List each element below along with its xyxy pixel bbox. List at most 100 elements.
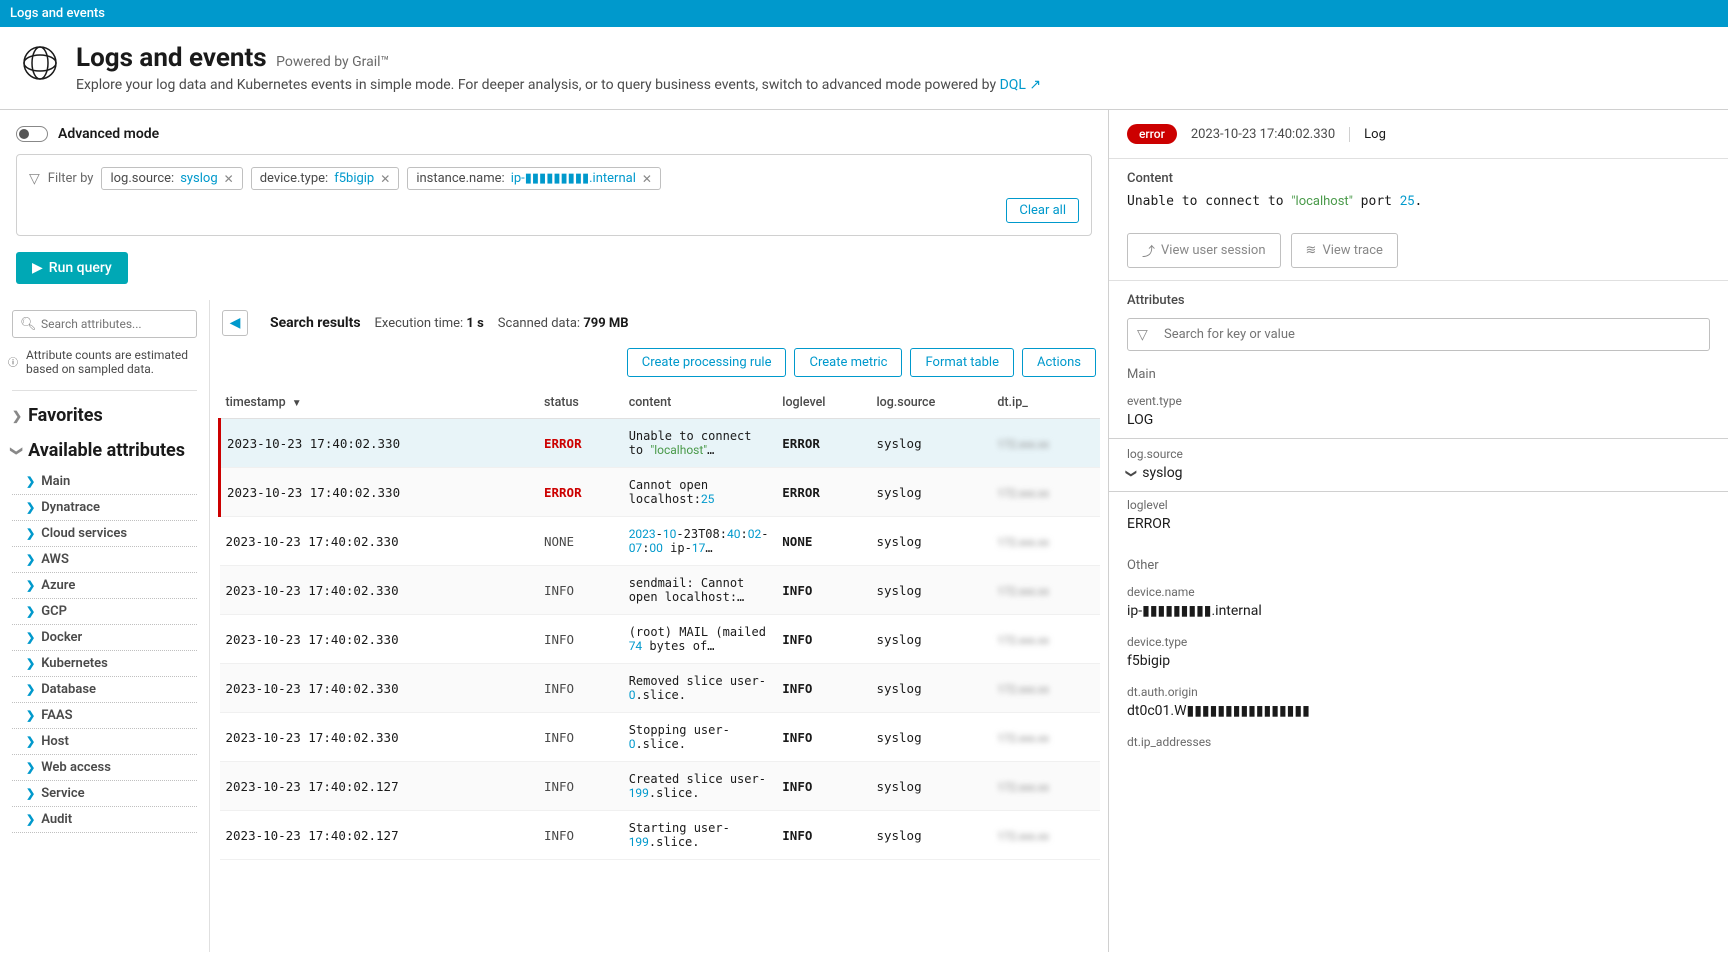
sidebar-item[interactable]: ❯ FAAS — [12, 703, 197, 729]
chevron-right-icon: ❯ — [26, 761, 35, 774]
chevron-right-icon: ❯ — [26, 579, 35, 592]
chevron-right-icon: ❯ — [12, 409, 22, 423]
chevron-right-icon: ❯ — [26, 709, 35, 722]
detail-panel: error 2023-10-23 17:40:02.330 Log Conten… — [1108, 110, 1728, 952]
sidebar-item[interactable]: ❯ Main — [12, 469, 197, 495]
table-row[interactable]: 2023-10-23 17:40:02.127INFOStarting user… — [220, 811, 1101, 860]
chevron-down-icon: ❯ — [1125, 469, 1138, 478]
table-row[interactable]: 2023-10-23 17:40:02.330INFO(root) MAIL (… — [220, 615, 1101, 664]
error-badge: error — [1127, 124, 1177, 144]
log-content: Unable to connect to "localhost" port 25… — [1127, 194, 1710, 209]
sidebar-item[interactable]: ❯ Kubernetes — [12, 651, 197, 677]
column-header[interactable]: log.source — [870, 387, 991, 419]
close-icon[interactable]: ✕ — [380, 172, 390, 186]
sidebar-item[interactable]: ❯ Dynatrace — [12, 495, 197, 521]
scanned-data: Scanned data: 799 MB — [498, 316, 629, 331]
run-query-button[interactable]: ▶ Run query — [16, 252, 128, 284]
actions-button[interactable]: Actions — [1022, 348, 1096, 377]
main-group-label: Main — [1127, 367, 1710, 382]
table-row[interactable]: 2023-10-23 17:40:02.127INFOCreated slice… — [220, 762, 1101, 811]
table-row[interactable]: 2023-10-23 17:40:02.330INFOStopping user… — [220, 713, 1101, 762]
table-row[interactable]: 2023-10-23 17:40:02.330ERRORUnable to co… — [220, 419, 1101, 468]
attributes-label: Attributes — [1127, 293, 1710, 308]
chevron-right-icon: ❯ — [26, 813, 35, 826]
format-table-button[interactable]: Format table — [910, 348, 1014, 377]
detail-timestamp: 2023-10-23 17:40:02.330 — [1191, 127, 1350, 142]
advanced-mode-toggle[interactable] — [16, 126, 48, 142]
table-row[interactable]: 2023-10-23 17:40:02.330ERRORCannot open … — [220, 468, 1101, 517]
filter-icon: ▽ — [29, 171, 40, 187]
chevron-right-icon: ❯ — [26, 475, 35, 488]
filter-chip[interactable]: device.type: f5bigip ✕ — [251, 167, 400, 190]
close-icon[interactable]: ✕ — [642, 172, 652, 186]
chevron-right-icon: ❯ — [26, 787, 35, 800]
table-row[interactable]: 2023-10-23 17:40:02.330INFOsendmail: Can… — [220, 566, 1101, 615]
attr-row[interactable]: dt.ip_addresses — [1127, 729, 1710, 763]
sidebar-hint: Attribute counts are estimated based on … — [12, 348, 197, 391]
filter-chip[interactable]: instance.name: ip-▮▮▮▮▮▮▮▮▮.internal ✕ — [407, 167, 661, 190]
column-header[interactable]: dt.ip_ — [991, 387, 1100, 419]
search-icon: 🔍︎ — [20, 317, 37, 332]
column-header[interactable]: timestamp ▼ — [220, 387, 538, 419]
sidebar-item[interactable]: ❯ Service — [12, 781, 197, 807]
attr-row[interactable]: event.typeLOG — [1127, 388, 1710, 438]
column-header[interactable]: loglevel — [776, 387, 870, 419]
results-table: timestamp ▼statuscontentloglevellog.sour… — [218, 387, 1100, 860]
dql-link[interactable]: DQL ↗ — [1000, 77, 1042, 93]
clear-all-button[interactable]: Clear all — [1006, 198, 1079, 223]
search-results-label: Search results — [270, 315, 361, 331]
sidebar-item[interactable]: ❯ Web access — [12, 755, 197, 781]
page-description: Explore your log data and Kubernetes eve… — [76, 77, 1041, 93]
close-icon[interactable]: ✕ — [224, 172, 234, 186]
page-title: Logs and events — [76, 43, 267, 73]
globe-icon — [20, 43, 60, 83]
column-header[interactable]: content — [623, 387, 777, 419]
sidebar-item[interactable]: ❯ Host — [12, 729, 197, 755]
attr-row[interactable]: device.nameip-▮▮▮▮▮▮▮▮▮.internal — [1127, 579, 1710, 629]
search-attributes-input[interactable] — [12, 310, 197, 338]
view-user-session-button[interactable]: ⤴ View user session — [1127, 233, 1281, 268]
table-row[interactable]: 2023-10-23 17:40:02.330NONE2023-10-23T08… — [220, 517, 1101, 566]
sidebar-item[interactable]: ❯ Database — [12, 677, 197, 703]
view-trace-button[interactable]: ≋ View trace — [1291, 233, 1398, 268]
chevron-right-icon: ❯ — [26, 735, 35, 748]
results-panel: ◀ Search results Execution time: 1 s Sca… — [210, 300, 1108, 952]
sidebar-item[interactable]: ❯ Azure — [12, 573, 197, 599]
play-icon: ▶ — [32, 260, 43, 276]
create-metric-button[interactable]: Create metric — [794, 348, 902, 377]
advanced-mode-label: Advanced mode — [58, 126, 159, 142]
chevron-right-icon: ❯ — [26, 527, 35, 540]
attributes-sidebar: 🔍︎ Attribute counts are estimated based … — [0, 300, 210, 952]
table-row[interactable]: 2023-10-23 17:40:02.330INFORemoved slice… — [220, 664, 1101, 713]
trace-icon: ≋ — [1306, 243, 1317, 258]
sidebar-item[interactable]: ❯ Docker — [12, 625, 197, 651]
filter-box: ▽ Filter by log.source: syslog ✕ device.… — [16, 154, 1092, 236]
attr-row-expanded[interactable]: log.source❯syslog — [1109, 438, 1728, 492]
content-label: Content — [1127, 171, 1710, 186]
sidebar-item[interactable]: ❯ Audit — [12, 807, 197, 833]
filter-icon: ▽ — [1137, 327, 1148, 343]
chevron-right-icon: ❯ — [26, 657, 35, 670]
attr-row[interactable]: loglevelERROR — [1127, 492, 1710, 542]
attr-row[interactable]: device.typef5bigip — [1127, 629, 1710, 679]
favorites-section[interactable]: ❯ Favorites — [12, 405, 197, 426]
sidebar-item[interactable]: ❯ AWS — [12, 547, 197, 573]
chevron-right-icon: ❯ — [26, 605, 35, 618]
filter-label: Filter by — [48, 171, 94, 186]
column-header[interactable]: status — [538, 387, 623, 419]
chevron-down-icon: ❯ — [10, 445, 24, 455]
collapse-sidebar-button[interactable]: ◀ — [222, 310, 248, 336]
page-header: Logs and events Powered by Grail™ Explor… — [0, 27, 1728, 110]
page-subtitle: Powered by Grail™ — [276, 54, 389, 70]
filter-chip[interactable]: log.source: syslog ✕ — [101, 167, 242, 190]
available-attributes-section[interactable]: ❯ Available attributes — [12, 440, 197, 461]
user-icon: ⤴ — [1142, 241, 1155, 260]
attribute-search-input[interactable] — [1127, 318, 1710, 351]
detail-type: Log — [1364, 127, 1386, 142]
attr-row[interactable]: dt.auth.origindt0c01.W▮▮▮▮▮▮▮▮▮▮▮▮▮▮▮▮ — [1127, 679, 1710, 729]
sidebar-item[interactable]: ❯ GCP — [12, 599, 197, 625]
chevron-right-icon: ❯ — [26, 683, 35, 696]
create-processing-rule-button[interactable]: Create processing rule — [627, 348, 787, 377]
sidebar-item[interactable]: ❯ Cloud services — [12, 521, 197, 547]
top-bar: Logs and events — [0, 0, 1728, 27]
